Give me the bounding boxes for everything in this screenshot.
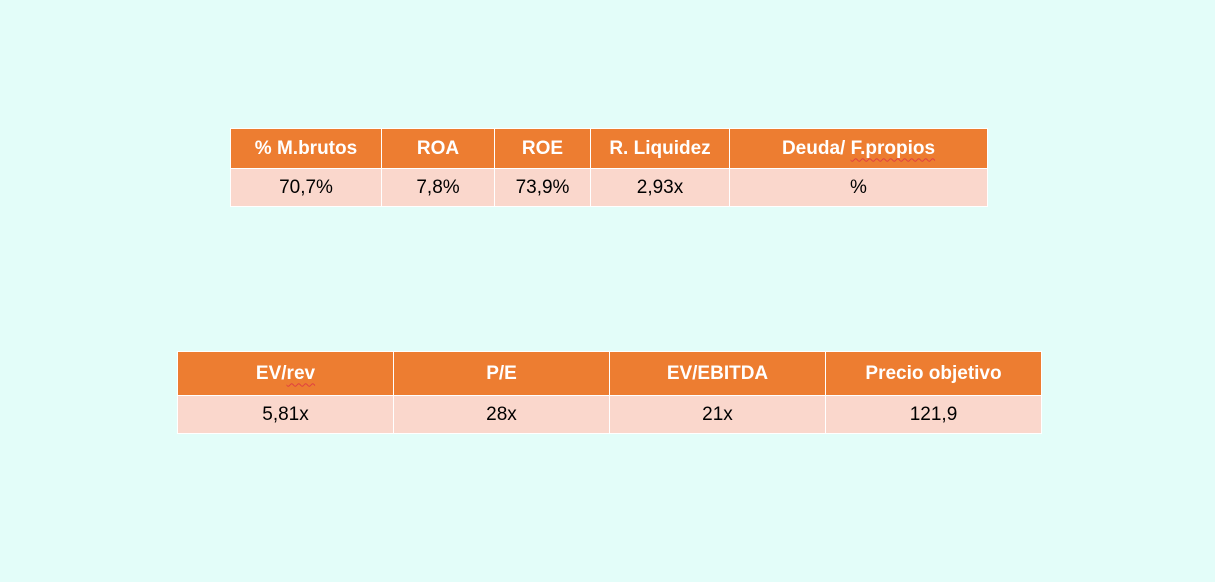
header-gross-margin[interactable]: % M.brutos — [230, 128, 382, 169]
header-target-price[interactable]: Precio objetivo — [825, 351, 1042, 396]
cell-liquidity-ratio[interactable]: 2,93x — [590, 168, 730, 207]
header-roe[interactable]: ROE — [494, 128, 591, 169]
header-debt-equity-part2: F.propios — [850, 137, 936, 159]
table-header-row: % M.brutos ROA ROE R. Liquidez Deuda/ F.… — [230, 128, 988, 169]
header-roa[interactable]: ROA — [381, 128, 495, 169]
cell-ev-ebitda[interactable]: 21x — [609, 395, 826, 434]
cell-pe[interactable]: 28x — [393, 395, 610, 434]
valuation-multiples-table: EV/rev P/E EV/EBITDA Precio objetivo 5,8… — [177, 351, 1042, 434]
cell-ev-revenue[interactable]: 5,81x — [177, 395, 394, 434]
cell-roa[interactable]: 7,8% — [381, 168, 495, 207]
header-pe[interactable]: P/E — [393, 351, 610, 396]
header-ev-revenue-part2: rev — [286, 362, 316, 384]
table-row: 70,7% 7,8% 73,9% 2,93x % — [230, 168, 988, 207]
table-row: 5,81x 28x 21x 121,9 — [177, 395, 1042, 434]
cell-roe[interactable]: 73,9% — [494, 168, 591, 207]
header-debt-equity-part1: Deuda/ — [781, 137, 851, 159]
header-liquidity-ratio[interactable]: R. Liquidez — [590, 128, 730, 169]
table-header-row: EV/rev P/E EV/EBITDA Precio objetivo — [177, 351, 1042, 396]
header-ev-revenue-part1: EV/ — [255, 362, 287, 384]
header-ev-revenue[interactable]: EV/rev — [177, 351, 394, 396]
header-debt-equity[interactable]: Deuda/ F.propios — [729, 128, 988, 169]
cell-gross-margin[interactable]: 70,7% — [230, 168, 382, 207]
cell-target-price[interactable]: 121,9 — [825, 395, 1042, 434]
financial-ratios-table: % M.brutos ROA ROE R. Liquidez Deuda/ F.… — [230, 128, 988, 207]
cell-debt-equity[interactable]: % — [729, 168, 988, 207]
header-ev-ebitda[interactable]: EV/EBITDA — [609, 351, 826, 396]
